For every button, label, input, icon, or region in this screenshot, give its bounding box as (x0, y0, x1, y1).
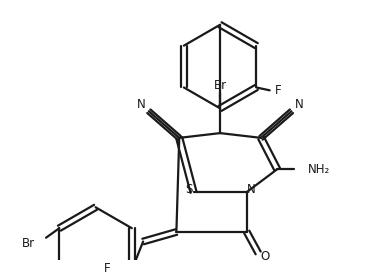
Text: F: F (104, 262, 110, 273)
Text: Br: Br (21, 237, 35, 250)
Text: O: O (260, 250, 269, 263)
Text: F: F (275, 84, 282, 97)
Text: N: N (247, 183, 256, 196)
Text: N: N (137, 98, 146, 111)
Text: N: N (295, 98, 304, 111)
Text: S: S (185, 183, 192, 196)
Text: Br: Br (213, 79, 227, 92)
Text: NH₂: NH₂ (308, 163, 330, 176)
